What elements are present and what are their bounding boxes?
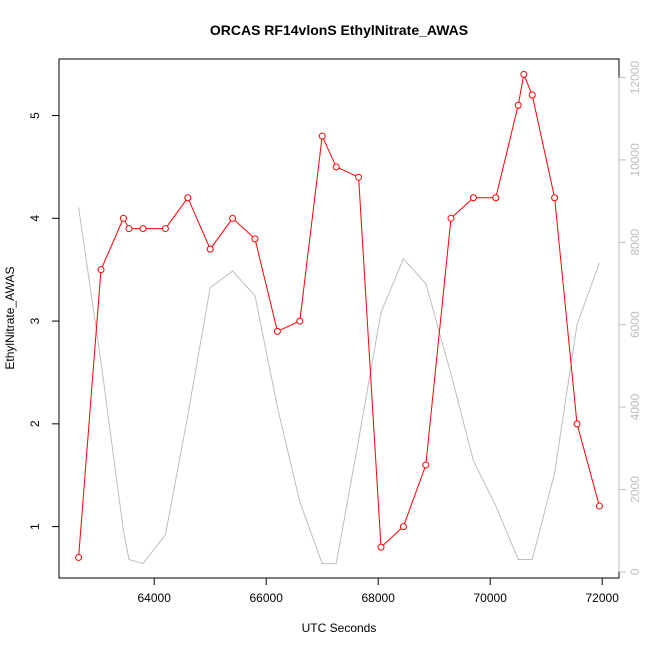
y2-tick-label: 8000 <box>628 229 642 256</box>
data-point <box>318 132 326 140</box>
y-tick-label: 5 <box>28 112 42 119</box>
y-tick-label: 4 <box>28 215 42 222</box>
data-point <box>469 194 477 202</box>
data-point <box>595 502 603 510</box>
data-point <box>119 214 127 222</box>
data-point <box>492 194 500 202</box>
data-point <box>573 420 581 428</box>
data-point <box>422 461 430 469</box>
x-tick-label: 68000 <box>362 591 396 605</box>
series-layer <box>75 70 603 565</box>
y-axis-right: 0 2000 4000 6000 8000 10000 12000 <box>618 61 642 575</box>
data-point <box>355 173 363 181</box>
data-point <box>528 91 536 99</box>
y-tick-label: 2 <box>28 420 42 427</box>
x-tick-label: 64000 <box>138 591 172 605</box>
data-point <box>229 214 237 222</box>
data-point <box>273 327 281 335</box>
data-point <box>332 163 340 171</box>
data-point <box>161 225 169 233</box>
y2-tick-label: 6000 <box>628 311 642 338</box>
y2-tick-label: 0 <box>628 568 642 575</box>
y-axis-left: 1 2 3 4 5 <box>28 112 60 530</box>
data-point <box>520 70 528 78</box>
x-tick-label: 70000 <box>474 591 508 605</box>
data-point <box>447 214 455 222</box>
data-point <box>251 235 259 243</box>
data-point <box>75 553 83 561</box>
data-point <box>125 225 133 233</box>
secondary-series-line <box>78 207 600 565</box>
data-point <box>296 317 304 325</box>
data-point <box>139 225 147 233</box>
data-point <box>184 194 192 202</box>
y2-tick-label: 2000 <box>628 476 642 503</box>
data-point <box>377 543 385 551</box>
y-axis-label: EthylNitrate_AWAS <box>3 266 17 369</box>
x-axis-label: UTC Seconds <box>302 621 377 635</box>
data-point <box>97 266 105 274</box>
y-tick-label: 3 <box>28 317 42 324</box>
y-tick-label: 1 <box>28 523 42 530</box>
chart-title: ORCAS RF14vlonS EthylNitrate_AWAS <box>210 22 468 38</box>
data-point <box>399 523 407 531</box>
y2-tick-label: 10000 <box>628 143 642 177</box>
data-point <box>514 101 522 109</box>
x-tick-label: 72000 <box>586 591 620 605</box>
y2-tick-label: 4000 <box>628 393 642 420</box>
data-point <box>551 194 559 202</box>
data-point <box>206 245 214 253</box>
y2-tick-label: 12000 <box>628 61 642 95</box>
x-axis: 64000 66000 68000 70000 72000 <box>138 577 620 605</box>
x-tick-label: 66000 <box>250 591 284 605</box>
